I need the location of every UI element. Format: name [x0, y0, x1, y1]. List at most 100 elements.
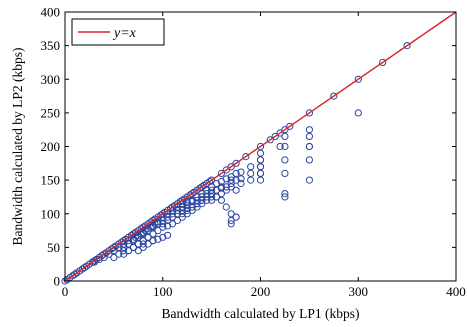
- data-point: [154, 220, 162, 228]
- data-point: [281, 132, 289, 140]
- data-point: [217, 196, 225, 204]
- data-point: [227, 220, 235, 228]
- data-point: [183, 206, 191, 214]
- data-point: [247, 163, 255, 171]
- data-point: [120, 247, 128, 255]
- data-point: [212, 179, 221, 188]
- data-point: [305, 132, 313, 140]
- data-point: [227, 210, 235, 218]
- data-point: [80, 264, 89, 272]
- data-point: [193, 193, 201, 201]
- data-point: [120, 237, 128, 245]
- data-point: [227, 163, 235, 171]
- data-point: [247, 176, 255, 184]
- data-point: [217, 183, 225, 191]
- data-point: [168, 210, 177, 218]
- data-point: [168, 213, 177, 221]
- data-point: [144, 240, 152, 248]
- data-point: [256, 163, 265, 171]
- data-point: [144, 233, 152, 241]
- y-tick-label: 300: [41, 72, 61, 87]
- data-point: [203, 193, 211, 201]
- y-tick-label: 200: [41, 139, 61, 154]
- data-point: [305, 142, 313, 151]
- data-point: [168, 203, 177, 211]
- data-point: [227, 216, 235, 225]
- x-axis-title: Bandwidth calculated by LP1 (kbps): [162, 306, 360, 321]
- data-point: [354, 109, 362, 117]
- data-point: [330, 92, 338, 100]
- data-point: [149, 223, 157, 231]
- data-point: [183, 202, 191, 210]
- data-point: [198, 196, 206, 204]
- data-point: [164, 216, 172, 225]
- data-point: [354, 75, 362, 83]
- data-point: [208, 183, 216, 191]
- y-axis-title: Bandwidth calculated by LP2 (kbps): [10, 48, 25, 246]
- data-point: [232, 186, 240, 194]
- data-point: [134, 240, 142, 248]
- data-point: [208, 190, 216, 198]
- data-point: [281, 190, 289, 198]
- data-point: [120, 243, 128, 251]
- data-point: [266, 136, 274, 144]
- data-point: [115, 250, 123, 258]
- data-point: [256, 156, 265, 164]
- data-point: [222, 166, 230, 174]
- data-point: [212, 186, 221, 194]
- data-point: [139, 240, 147, 248]
- data-point: [198, 190, 206, 198]
- x-tick-label: 200: [251, 284, 271, 299]
- data-point: [227, 173, 235, 181]
- data-point: [183, 198, 191, 206]
- data-point: [149, 237, 157, 245]
- data-point: [159, 216, 167, 225]
- data-point: [286, 122, 294, 130]
- data-point: [154, 218, 162, 226]
- legend: y=x: [71, 18, 165, 46]
- data-point: [188, 196, 196, 204]
- data-point: [247, 169, 255, 177]
- data-point: [256, 149, 265, 157]
- data-point: [281, 193, 289, 201]
- data-point: [178, 196, 186, 204]
- data-point: [154, 235, 162, 243]
- x-axis-ticks: 0 100 200 300 400: [62, 12, 466, 299]
- reference-line-y-equals-x: [64, 11, 457, 282]
- data-point: [305, 156, 313, 164]
- data-point: [149, 230, 157, 238]
- data-point: [403, 42, 411, 50]
- data-point: [222, 183, 230, 191]
- data-point: [139, 237, 147, 245]
- data-point: [134, 247, 142, 255]
- data-point: [203, 190, 211, 198]
- reference-line-layer: [64, 11, 457, 282]
- data-point: [281, 156, 289, 164]
- data-point: [164, 213, 172, 221]
- legend-entry-label: y=x: [112, 26, 137, 41]
- data-point: [198, 193, 206, 201]
- data-point: [227, 179, 235, 188]
- data-point: [237, 168, 245, 176]
- data-point: [271, 132, 279, 140]
- data-point: [124, 240, 133, 248]
- data-point: [71, 270, 79, 278]
- data-point: [164, 231, 172, 239]
- y-tick-label: 50: [47, 240, 60, 255]
- data-point: [198, 200, 206, 208]
- data-point: [203, 186, 211, 194]
- data-point: [124, 247, 133, 255]
- data-point: [193, 196, 201, 204]
- data-point: [222, 175, 230, 183]
- x-tick-label: 400: [446, 284, 466, 299]
- data-point: [222, 186, 230, 194]
- data-points: [61, 42, 411, 285]
- data-point: [139, 243, 147, 251]
- data-point: [159, 233, 167, 241]
- data-point: [227, 176, 235, 184]
- data-point: [159, 220, 167, 228]
- x-tick-label: 0: [62, 284, 69, 299]
- data-point: [276, 129, 284, 137]
- data-point: [379, 58, 387, 67]
